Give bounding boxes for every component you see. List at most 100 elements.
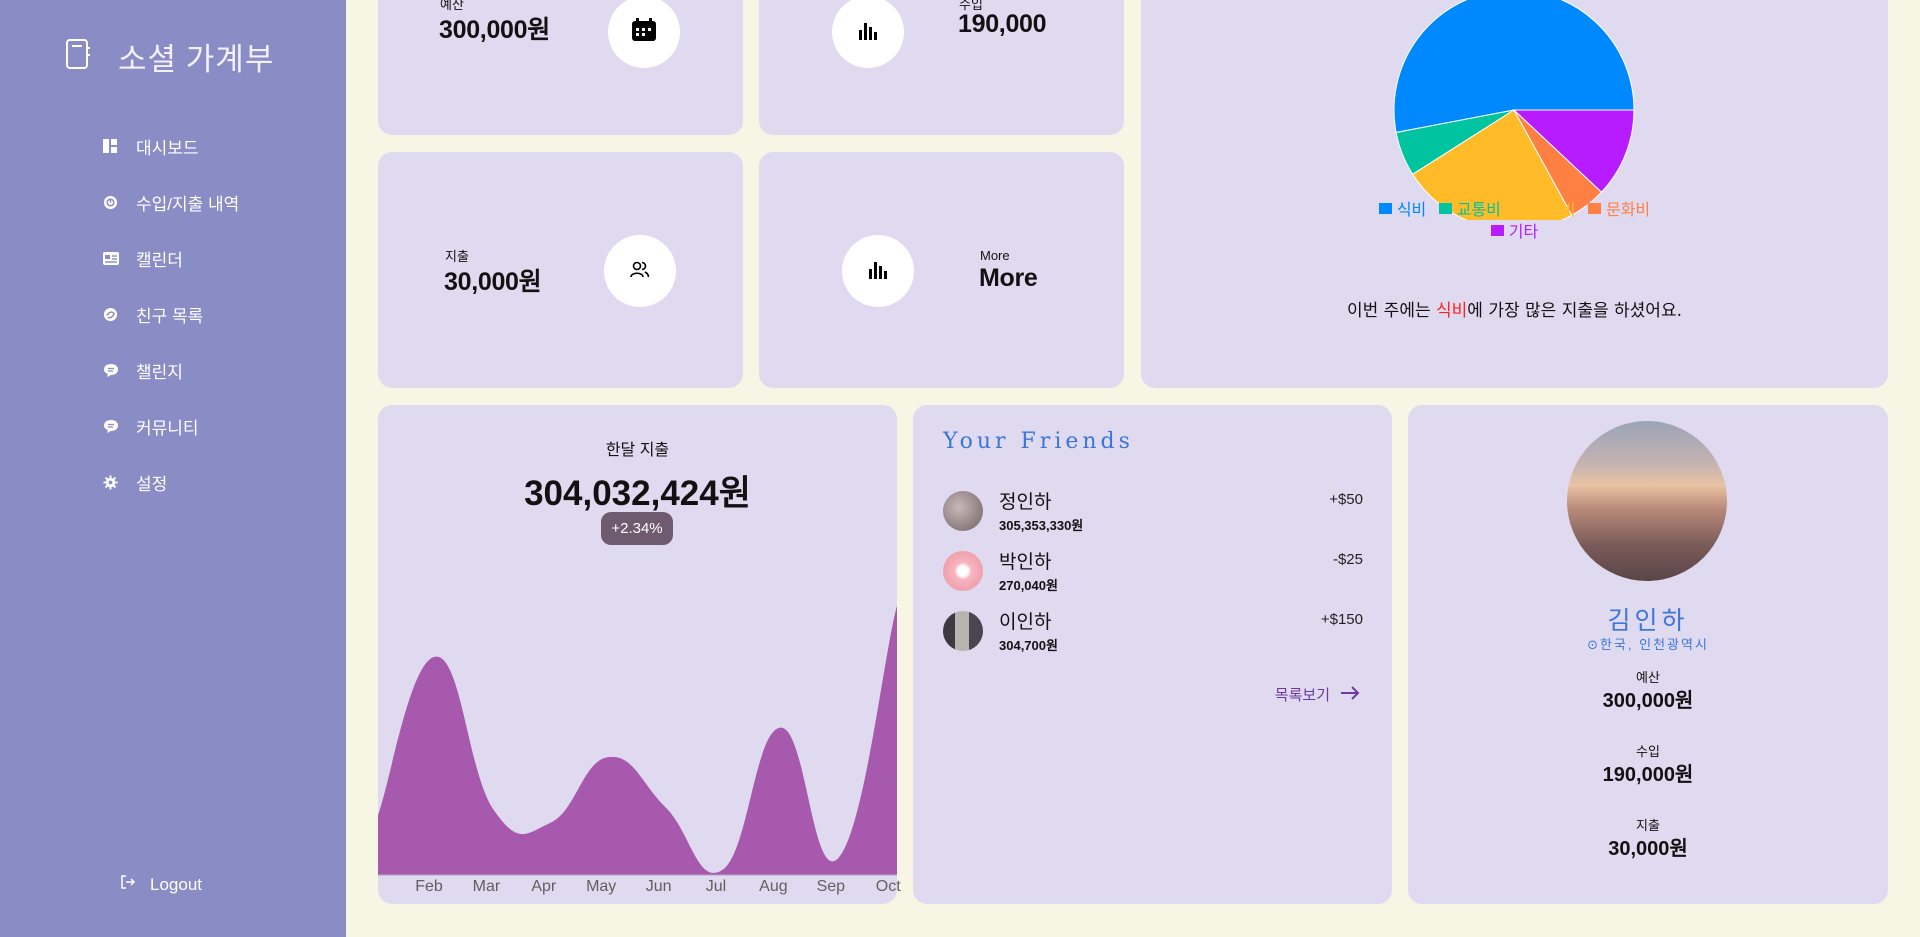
profile-card: 김인하 ⊙한국, 인천광역시 예산 300,000원 수입 190,000원 지…	[1408, 405, 1888, 904]
friend-avatar	[943, 491, 983, 531]
notebook-icon	[64, 38, 92, 75]
category-pie-chart	[1393, 0, 1635, 220]
monthly-value: 304,032,424원	[524, 474, 751, 513]
profile-expense-value: 30,000원	[1608, 838, 1688, 860]
logout-icon	[120, 874, 136, 895]
legend-item-transport: 교통비	[1438, 196, 1501, 220]
chat-icon	[103, 363, 136, 378]
expense-label: 지출	[445, 249, 469, 264]
change-badge: +2.34%	[601, 512, 673, 545]
sidebar-item-calendar[interactable]: 캘린더	[103, 230, 239, 286]
more-card[interactable]: More More	[759, 152, 1124, 388]
category-pie-card: 식비 교통비 생활비 문화비 기타 이번 주에는 식비에 가장 많은 지출을 하…	[1141, 0, 1888, 388]
legend-label: 식비	[1396, 202, 1427, 219]
see-list-link[interactable]: 목록보기	[1275, 684, 1360, 705]
x-tick-label: Jul	[705, 878, 727, 895]
legend-label: 문화비	[1605, 202, 1651, 219]
budget-label: 예산	[440, 0, 464, 12]
summary-suffix: 에 가장 많은 지출을 하셨어요.	[1467, 301, 1682, 321]
sidebar-item-label: 설정	[136, 474, 168, 494]
sidebar-item-friends[interactable]: 친구 목록	[103, 286, 239, 342]
sidebar-item-history[interactable]: 수입/지출 내역	[103, 174, 239, 230]
dashboard-icon	[103, 139, 136, 153]
see-list-label: 목록보기	[1274, 687, 1330, 704]
friend-row[interactable]: 이인하 304,700원 +$150	[943, 607, 1363, 663]
logout-label: Logout	[150, 874, 202, 894]
sidebar: 소셜 가계부 대시보드 수입/지출 내역 캘린더 친구 목록 챌린지 커뮤니티	[0, 0, 346, 937]
more-value: More	[979, 264, 1038, 292]
legend-item-culture: 문화비	[1587, 196, 1651, 220]
legend-label: 생활비	[1531, 202, 1576, 219]
pie-slice-식비	[1393, 0, 1635, 134]
users-icon	[630, 260, 650, 283]
sidebar-item-settings[interactable]: 설정	[103, 454, 239, 510]
profile-avatar	[1567, 421, 1727, 581]
sidebar-item-label: 수입/지출 내역	[136, 194, 240, 214]
gear-icon	[103, 474, 136, 490]
friend-change: +$150	[1320, 611, 1363, 628]
sidebar-item-challenge[interactable]: 챌린지	[103, 342, 239, 398]
sidebar-item-community[interactable]: 커뮤니티	[103, 398, 239, 454]
summary-highlight: 식비	[1436, 301, 1468, 321]
friend-name: 정인하	[999, 492, 1052, 513]
x-tick-label: Sep	[816, 878, 846, 895]
calendar-icon	[103, 251, 136, 265]
profile-budget-value: 300,000원	[1602, 690, 1694, 712]
sidebar-nav: 대시보드 수입/지출 내역 캘린더 친구 목록 챌린지 커뮤니티 설정	[103, 118, 239, 510]
calendar-button[interactable]	[608, 0, 680, 68]
app-title: 소셜 가계부	[118, 42, 275, 77]
friend-name: 이인하	[999, 612, 1052, 633]
x-tick-label: May	[586, 878, 617, 895]
friends-title: Your Friends	[943, 429, 1134, 454]
friend-avatar	[943, 551, 983, 591]
income-label: 수입	[959, 0, 983, 12]
history-icon	[103, 195, 136, 210]
friend-avatar	[943, 611, 983, 651]
brand: 소셜 가계부	[64, 34, 274, 79]
friend-row[interactable]: 박인하 270,040원 -$25	[943, 547, 1363, 603]
expense-card: 지출 30,000원	[378, 152, 743, 388]
sidebar-item-dashboard[interactable]: 대시보드	[103, 118, 239, 174]
friends-button[interactable]	[604, 235, 676, 307]
friends-card: Your Friends 정인하 305,353,330원 +$50 박인하 2…	[913, 405, 1392, 904]
sidebar-item-label: 친구 목록	[136, 306, 204, 326]
monthly-title: 한달 지출	[605, 442, 670, 459]
friend-name: 박인하	[999, 552, 1052, 573]
bar-chart-icon	[857, 19, 879, 46]
logout-button[interactable]: Logout	[120, 874, 202, 895]
friend-amount: 305,353,330원	[999, 518, 1084, 533]
sidebar-item-label: 커뮤니티	[136, 418, 199, 438]
profile-expense-label: 지출	[1636, 818, 1660, 833]
bar-chart-icon	[867, 258, 889, 285]
friend-change: +$50	[1329, 491, 1363, 508]
pie-slice-생활비	[1411, 109, 1573, 220]
sidebar-item-label: 대시보드	[136, 138, 199, 158]
budget-card: 예산 300,000원	[378, 0, 743, 135]
legend-item-food: 식비	[1378, 196, 1427, 220]
more-label: More	[980, 248, 1010, 263]
income-value: 190,000	[958, 10, 1047, 38]
x-tick-label: Apr	[531, 878, 557, 895]
profile-income-label: 수입	[1636, 744, 1660, 759]
friend-change: -$25	[1332, 551, 1363, 568]
sidebar-item-label: 캘린더	[136, 250, 183, 270]
x-tick-label: Oct	[875, 878, 901, 895]
more-chart-button[interactable]	[842, 235, 914, 307]
calendar-icon	[631, 17, 657, 47]
profile-budget-label: 예산	[1636, 670, 1660, 685]
budget-value: 300,000원	[439, 16, 550, 44]
income-card: 수입 190,000	[759, 0, 1124, 135]
x-tick-label: Mar	[472, 878, 501, 895]
x-tick-label: Feb	[415, 878, 443, 895]
legend-item-living: 생활비	[1513, 196, 1576, 220]
friend-row[interactable]: 정인하 305,353,330원 +$50	[943, 487, 1363, 543]
income-chart-button[interactable]	[832, 0, 904, 68]
profile-name: 김인하	[1607, 607, 1689, 635]
summary-prefix: 이번 주에는	[1347, 301, 1437, 321]
profile-income-value: 190,000원	[1602, 764, 1694, 786]
pie-legend-row-2: 기타	[1141, 218, 1888, 242]
pie-legend-row-1: 식비 교통비 생활비 문화비	[1141, 196, 1888, 220]
monthly-area-chart	[378, 605, 897, 876]
legend-label: 교통비	[1456, 202, 1501, 219]
friend-amount: 304,700원	[999, 638, 1058, 653]
